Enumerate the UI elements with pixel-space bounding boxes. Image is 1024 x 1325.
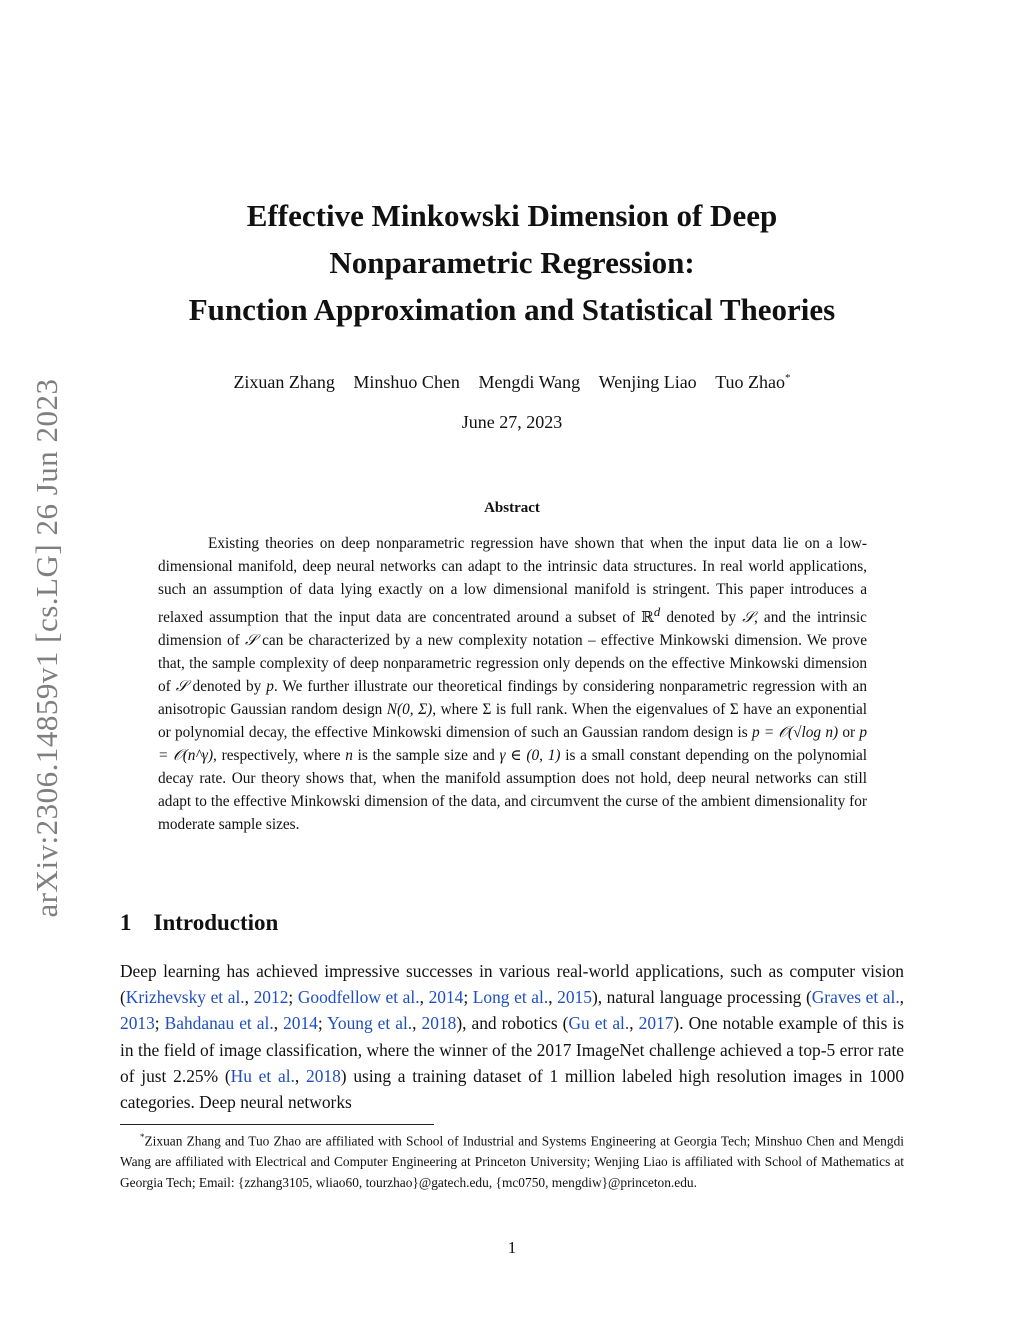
citation-year-link[interactable]: 2014: [283, 1013, 318, 1034]
arxiv-identifier: arXiv:2306.14859v1 [cs.LG] 26 Jun 2023: [29, 378, 64, 918]
math-expression: γ ∈ (0, 1): [499, 747, 561, 765]
citation-link[interactable]: Bahdanau et al.: [164, 1013, 274, 1034]
abstract-heading: Abstract: [484, 500, 540, 516]
math-symbol: p: [266, 678, 274, 696]
citation-year-link[interactable]: 2017: [638, 1013, 674, 1034]
abstract-fragment: denoted by: [660, 609, 743, 627]
citation-year-link[interactable]: 2014: [428, 987, 464, 1008]
citation-link[interactable]: Long et al.: [472, 987, 549, 1008]
citation-year-link[interactable]: 2015: [557, 987, 592, 1008]
citation-year-link[interactable]: 2018: [306, 1065, 341, 1086]
abstract-fragment: Existing theories on deep nonparametric …: [158, 535, 867, 627]
citation-link[interactable]: Graves et al.: [811, 987, 900, 1008]
math-expression: p = 𝒪(n^γ): [158, 724, 867, 765]
abstract-fragment: denoted by: [187, 678, 267, 696]
citation-link[interactable]: Krizhevsky et al.: [125, 987, 245, 1008]
citation-link[interactable]: Hu et al.: [230, 1065, 295, 1086]
footnote-marker: *: [785, 372, 791, 384]
abstract-text: Existing theories on deep nonparametric …: [158, 532, 867, 836]
author-name: Zixuan Zhang: [233, 372, 335, 392]
citation-link[interactable]: Goodfellow et al.: [297, 987, 420, 1008]
abstract-fragment: or: [838, 724, 860, 742]
section-title: Introduction: [153, 910, 279, 935]
math-symbol: n: [345, 747, 353, 765]
math-symbol: 𝒮: [175, 678, 188, 696]
author-name-last: Tuo Zhao*: [715, 372, 790, 392]
title-line-2: Nonparametric Regression:: [329, 245, 695, 280]
title-line-3: Function Approximation and Statistical T…: [188, 292, 836, 327]
author-list: Zixuan Zhang Minshuo Chen Mengdi Wang We…: [112, 366, 912, 394]
footnote-marker: *: [140, 1132, 145, 1142]
author-name: Minshuo Chen: [353, 372, 460, 392]
citation-link[interactable]: Gu et al.: [568, 1013, 630, 1034]
introduction-text: Deep learning has achieved impressive su…: [120, 961, 905, 1113]
citation-year-link[interactable]: 2012: [253, 987, 289, 1008]
abstract-fragment: is the sample size and: [352, 747, 500, 765]
paper-title: Effective Minkowski Dimension of Deep No…: [112, 192, 912, 333]
abstract-fragment: , and the intrinsic dimension of: [158, 609, 867, 650]
footnote-divider: [120, 1124, 434, 1125]
abstract-fragment: , respectively, where: [213, 747, 346, 765]
citation-link[interactable]: Young et al.: [327, 1013, 413, 1034]
real-space-symbol: ℝd: [641, 605, 661, 627]
page-number: 1: [507, 1238, 517, 1257]
author-name: Tuo Zhao: [715, 372, 786, 392]
section-heading: 1 Introduction: [120, 910, 278, 936]
math-expression: N(0, Σ): [386, 701, 433, 719]
title-line-1: Effective Minkowski Dimension of Deep: [246, 198, 778, 233]
section-number: 1: [120, 910, 132, 935]
math-symbol: 𝒮: [245, 632, 257, 650]
publication-date: June 27, 2023: [461, 412, 563, 432]
citation-year-link[interactable]: 2018: [421, 1013, 457, 1034]
abstract-fragment: . We further illustrate our theoretical …: [158, 678, 867, 719]
citation-year-link[interactable]: 2013: [120, 1013, 155, 1034]
author-name: Mengdi Wang: [478, 372, 581, 392]
footnote: *Zixuan Zhang and Tuo Zhao are affiliate…: [120, 1127, 904, 1193]
footnote-text: Zixuan Zhang and Tuo Zhao are affiliated…: [120, 1133, 904, 1191]
abstract-fragment: can be characterized by a new complexity…: [158, 632, 867, 696]
math-expression: p = 𝒪(√log n): [751, 724, 839, 742]
abstract-fragment: is a small constant depending on the pol…: [158, 747, 868, 834]
math-symbol: 𝒮: [742, 609, 755, 627]
author-name: Wenjing Liao: [598, 372, 697, 392]
abstract-fragment: , where Σ is full rank. When the eigenva…: [158, 701, 867, 742]
